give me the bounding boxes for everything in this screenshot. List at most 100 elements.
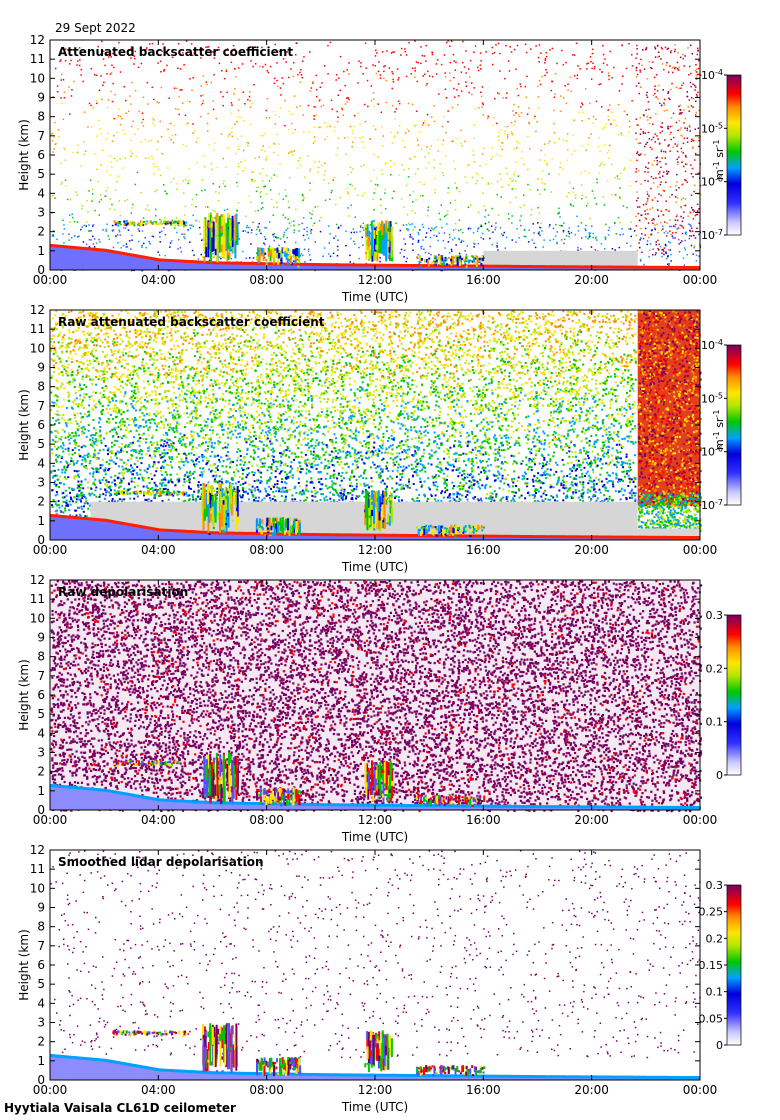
y-tick-label: 9: [37, 901, 45, 915]
x-tick-label: 16:00: [466, 543, 501, 557]
y-tick-label: 1: [37, 1054, 45, 1068]
colorbar: [726, 74, 742, 236]
colorbar-tick-label: 0.05: [699, 1012, 724, 1025]
y-tick-label: 2: [37, 225, 45, 239]
x-tick-label: 12:00: [358, 813, 393, 827]
heatmap-field: [50, 310, 702, 541]
y-tick-label: 2: [37, 765, 45, 779]
colorbar-tick-label: 0.1: [706, 986, 724, 999]
y-tick-label: 12: [30, 843, 45, 857]
colorbar-tick-label: 10-5: [701, 121, 723, 136]
x-tick-label: 20:00: [574, 543, 609, 557]
colorbar-tick-label: 0.15: [699, 959, 724, 972]
colorbar-unit-label: m-1 sr-1: [712, 140, 727, 180]
y-tick-label: 9: [37, 361, 45, 375]
y-tick-label: 5: [37, 977, 45, 991]
colorbar-tick-label: 0: [716, 769, 723, 782]
heatmap-field: [50, 40, 702, 272]
y-tick-label: 11: [30, 322, 45, 336]
y-tick-label: 6: [37, 148, 45, 162]
y-tick-label: 4: [37, 726, 45, 740]
y-tick-label: 6: [37, 958, 45, 972]
colorbar-unit-label: m-1 sr-1: [712, 410, 727, 450]
colorbar-tick-label: 10-4: [701, 338, 723, 353]
heatmap-field: [50, 850, 701, 1081]
y-tick-label: 10: [30, 71, 45, 85]
colorbar-tick-label: 0.25: [699, 906, 724, 919]
y-tick-label: 6: [37, 688, 45, 702]
y-tick-label: 11: [30, 592, 45, 606]
x-tick-label: 16:00: [466, 1083, 501, 1097]
y-axis-label: Height (km): [17, 929, 31, 1000]
x-tick-label: 00:00: [683, 543, 718, 557]
y-tick-label: 12: [30, 573, 45, 587]
x-tick-label: 12:00: [358, 273, 393, 287]
panel-title: Attenuated backscatter coefficient: [58, 45, 293, 59]
y-tick-label: 10: [30, 611, 45, 625]
instrument-title: Hyytiala Vaisala CL61D ceilometer: [4, 1101, 236, 1115]
y-tick-label: 12: [30, 33, 45, 47]
x-tick-label: 16:00: [466, 273, 501, 287]
y-tick-label: 4: [37, 456, 45, 470]
y-tick-label: 9: [37, 91, 45, 105]
y-tick-label: 1: [37, 514, 45, 528]
y-tick-label: 0: [37, 263, 45, 277]
x-tick-label: 08:00: [249, 813, 284, 827]
y-tick-label: 11: [30, 862, 45, 876]
x-axis-label: Time (UTC): [341, 830, 408, 844]
x-tick-label: 04:00: [141, 813, 176, 827]
colorbar-tick-label: 0.2: [706, 662, 724, 675]
y-tick-label: 2: [37, 495, 45, 509]
panel-title: Raw attenuated backscatter coefficient: [58, 315, 325, 329]
colorbar-tick-label: 10-4: [701, 68, 723, 83]
y-tick-label: 7: [37, 669, 45, 683]
date-label: 29 Sept 2022: [55, 21, 136, 35]
y-tick-label: 7: [37, 129, 45, 143]
x-axis-label: Time (UTC): [341, 560, 408, 574]
x-tick-label: 00:00: [33, 813, 68, 827]
colorbar-tick-label: 10-7: [701, 498, 723, 513]
x-tick-label: 08:00: [249, 1083, 284, 1097]
x-tick-label: 08:00: [249, 543, 284, 557]
colorbar: [726, 614, 742, 776]
x-tick-label: 00:00: [33, 1083, 68, 1097]
y-tick-label: 11: [30, 52, 45, 66]
y-tick-label: 3: [37, 1016, 45, 1030]
colorbar: [726, 884, 742, 1046]
y-tick-label: 3: [37, 206, 45, 220]
colorbar-tick-label: 0.3: [706, 879, 724, 892]
y-tick-label: 4: [37, 186, 45, 200]
x-tick-label: 04:00: [141, 543, 176, 557]
x-tick-label: 04:00: [141, 273, 176, 287]
colorbar-tick-label: 0: [716, 1039, 723, 1052]
y-tick-label: 7: [37, 939, 45, 953]
x-tick-label: 04:00: [141, 1083, 176, 1097]
y-tick-label: 8: [37, 110, 45, 124]
y-tick-label: 6: [37, 418, 45, 432]
y-tick-label: 7: [37, 399, 45, 413]
colorbar-tick-label: 10-7: [701, 228, 723, 243]
colorbar-tick-label: 0.1: [706, 716, 724, 729]
y-tick-label: 9: [37, 631, 45, 645]
y-axis-label: Height (km): [17, 659, 31, 730]
colorbar: [726, 344, 742, 506]
y-tick-label: 5: [37, 167, 45, 181]
x-tick-label: 12:00: [358, 543, 393, 557]
x-tick-label: 08:00: [249, 273, 284, 287]
colorbar-tick-label: 10-5: [701, 391, 723, 406]
x-tick-label: 00:00: [683, 1083, 718, 1097]
panel-title: Smoothed lidar depolarisation: [58, 855, 264, 869]
y-tick-label: 0: [37, 1073, 45, 1087]
y-tick-label: 3: [37, 476, 45, 490]
x-tick-label: 00:00: [683, 273, 718, 287]
x-tick-label: 20:00: [574, 813, 609, 827]
x-axis-label: Time (UTC): [341, 1100, 408, 1114]
y-axis-label: Height (km): [17, 389, 31, 460]
y-tick-label: 4: [37, 996, 45, 1010]
colorbar-tick-label: 0.3: [706, 609, 724, 622]
